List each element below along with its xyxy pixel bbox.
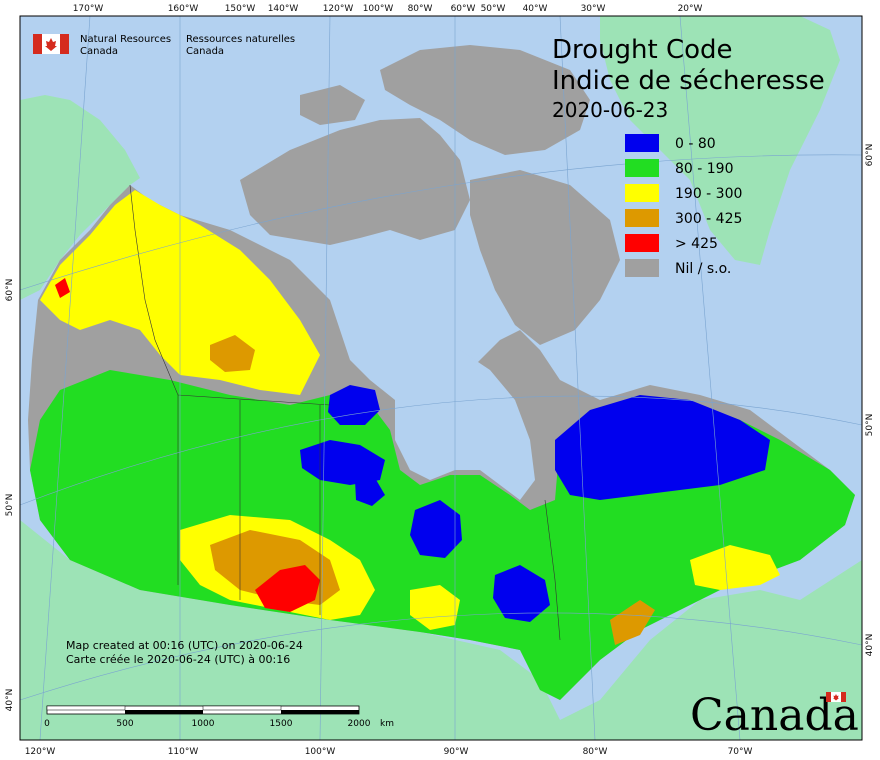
legend-label: 300 - 425 <box>675 211 742 227</box>
left-label: 50°N <box>5 494 15 517</box>
bottom-label: 120°W <box>25 747 56 757</box>
zone-yellow-ontario <box>410 585 460 630</box>
top-label: 20°W <box>678 4 703 14</box>
bottom-graticule-labels: 120°W 110°W 100°W 90°W 80°W 70°W <box>25 747 753 757</box>
legend-label: 80 - 190 <box>675 161 734 177</box>
org-fr-line2: Canada <box>186 46 224 57</box>
map-date: 2020-06-23 <box>552 98 668 122</box>
bottom-label: 70°W <box>728 747 753 757</box>
hudson-bay <box>395 350 535 500</box>
top-label: 170°W <box>73 4 104 14</box>
border-west <box>129 184 179 585</box>
title-fr: Indice de sécheresse <box>552 66 825 96</box>
zone-blue-ontario <box>493 565 550 622</box>
zone-blue-small <box>355 478 385 506</box>
org-en-line2: Canada <box>80 46 118 57</box>
scale-seg <box>281 710 359 714</box>
legend-swatch <box>625 159 659 177</box>
usa-land <box>20 520 862 740</box>
baffin-island <box>470 170 620 345</box>
wordmark-flag-right <box>841 692 846 702</box>
org-en-line1: Natural Resources <box>80 34 171 45</box>
left-label: 60°N <box>5 279 15 302</box>
map-border <box>19 15 863 741</box>
legend-label: 0 - 80 <box>675 136 716 152</box>
top-label: 140°W <box>268 4 299 14</box>
left-label: 40°N <box>5 689 15 712</box>
top-label: 160°W <box>168 4 199 14</box>
legend-label: Nil / s.o. <box>675 261 731 277</box>
graticule <box>19 15 863 741</box>
flag-bar-right <box>60 34 69 54</box>
zone-orange-north <box>210 335 255 372</box>
scale-label: 500 <box>116 719 133 729</box>
bottom-label: 110°W <box>168 747 199 757</box>
maple-leaf-icon <box>45 38 57 51</box>
scale-seg <box>46 705 126 711</box>
bottom-label: 80°W <box>583 747 608 757</box>
left-graticule-labels: 60°N 50°N 40°N <box>5 279 15 712</box>
zone-yellow-east <box>690 545 780 590</box>
legend-label: > 425 <box>675 236 718 252</box>
top-label: 60°W <box>451 4 476 14</box>
arctic-islands-west <box>240 118 470 245</box>
zone-blue-ontario-north <box>410 500 462 558</box>
top-label: 120°W <box>323 4 354 14</box>
nrcan-signature: Natural Resources Canada Ressources natu… <box>33 34 295 57</box>
title-en: Drought Code <box>552 35 733 65</box>
bottom-label: 90°W <box>444 747 469 757</box>
scale-label: 1500 <box>270 719 293 729</box>
credit-en: Map created at 00:16 (UTC) on 2020-06-24 <box>66 639 303 652</box>
top-label: 40°W <box>523 4 548 14</box>
scale-seg <box>125 710 203 714</box>
zone-red-prairies <box>255 565 320 612</box>
scale-label: 0 <box>44 719 50 729</box>
wordmark-flag-left <box>826 692 831 702</box>
top-label: 150°W <box>225 4 256 14</box>
border-60n <box>177 394 331 406</box>
top-label: 100°W <box>363 4 394 14</box>
canada-wordmark: Canada <box>690 690 859 741</box>
right-label: 40°N <box>865 634 875 657</box>
scale-label: 1000 <box>192 719 215 729</box>
zone-blue-nunavut <box>328 385 380 425</box>
flag-bar-left <box>33 34 42 54</box>
zone-blue-manitoba <box>300 440 385 485</box>
alaska-land <box>20 95 140 300</box>
org-fr-line1: Ressources naturelles <box>186 34 295 45</box>
zone-orange-east <box>610 600 655 645</box>
top-graticule-labels: 170°W 160°W 150°W 140°W 120°W 100°W 80°W… <box>73 4 703 14</box>
top-label: 80°W <box>408 4 433 14</box>
legend-swatch <box>625 209 659 227</box>
greenland-land <box>600 16 840 265</box>
credit-fr: Carte créée le 2020-06-24 (UTC) à 00:16 <box>66 653 290 666</box>
scale-unit: km <box>380 719 394 729</box>
legend-swatch <box>625 259 659 277</box>
right-graticule-labels: 60°N 50°N 40°N <box>865 144 875 657</box>
top-label: 30°W <box>581 4 606 14</box>
zone-red-yukon <box>55 278 70 298</box>
ellesmere-island <box>380 45 590 155</box>
right-label: 60°N <box>865 144 875 167</box>
arctic-island-small <box>300 85 365 125</box>
legend-swatch <box>625 184 659 202</box>
legend: 0 - 80 80 - 190 190 - 300 300 - 425 > 425 Nil… <box>625 134 742 277</box>
legend-swatch <box>625 234 659 252</box>
scale-seg <box>202 705 282 711</box>
scale-bar: 0 500 1000 1500 2000 km <box>44 705 394 729</box>
legend-swatch <box>625 134 659 152</box>
wordmark-maple-leaf-icon <box>833 694 839 701</box>
zone-blue-quebec <box>555 395 770 500</box>
scale-label: 2000 <box>348 719 371 729</box>
top-label: 50°W <box>481 4 506 14</box>
legend-label: 190 - 300 <box>675 186 742 202</box>
bottom-label: 100°W <box>305 747 336 757</box>
border-quebec <box>544 499 561 641</box>
right-label: 50°N <box>865 414 875 437</box>
border-prairies <box>239 400 321 615</box>
